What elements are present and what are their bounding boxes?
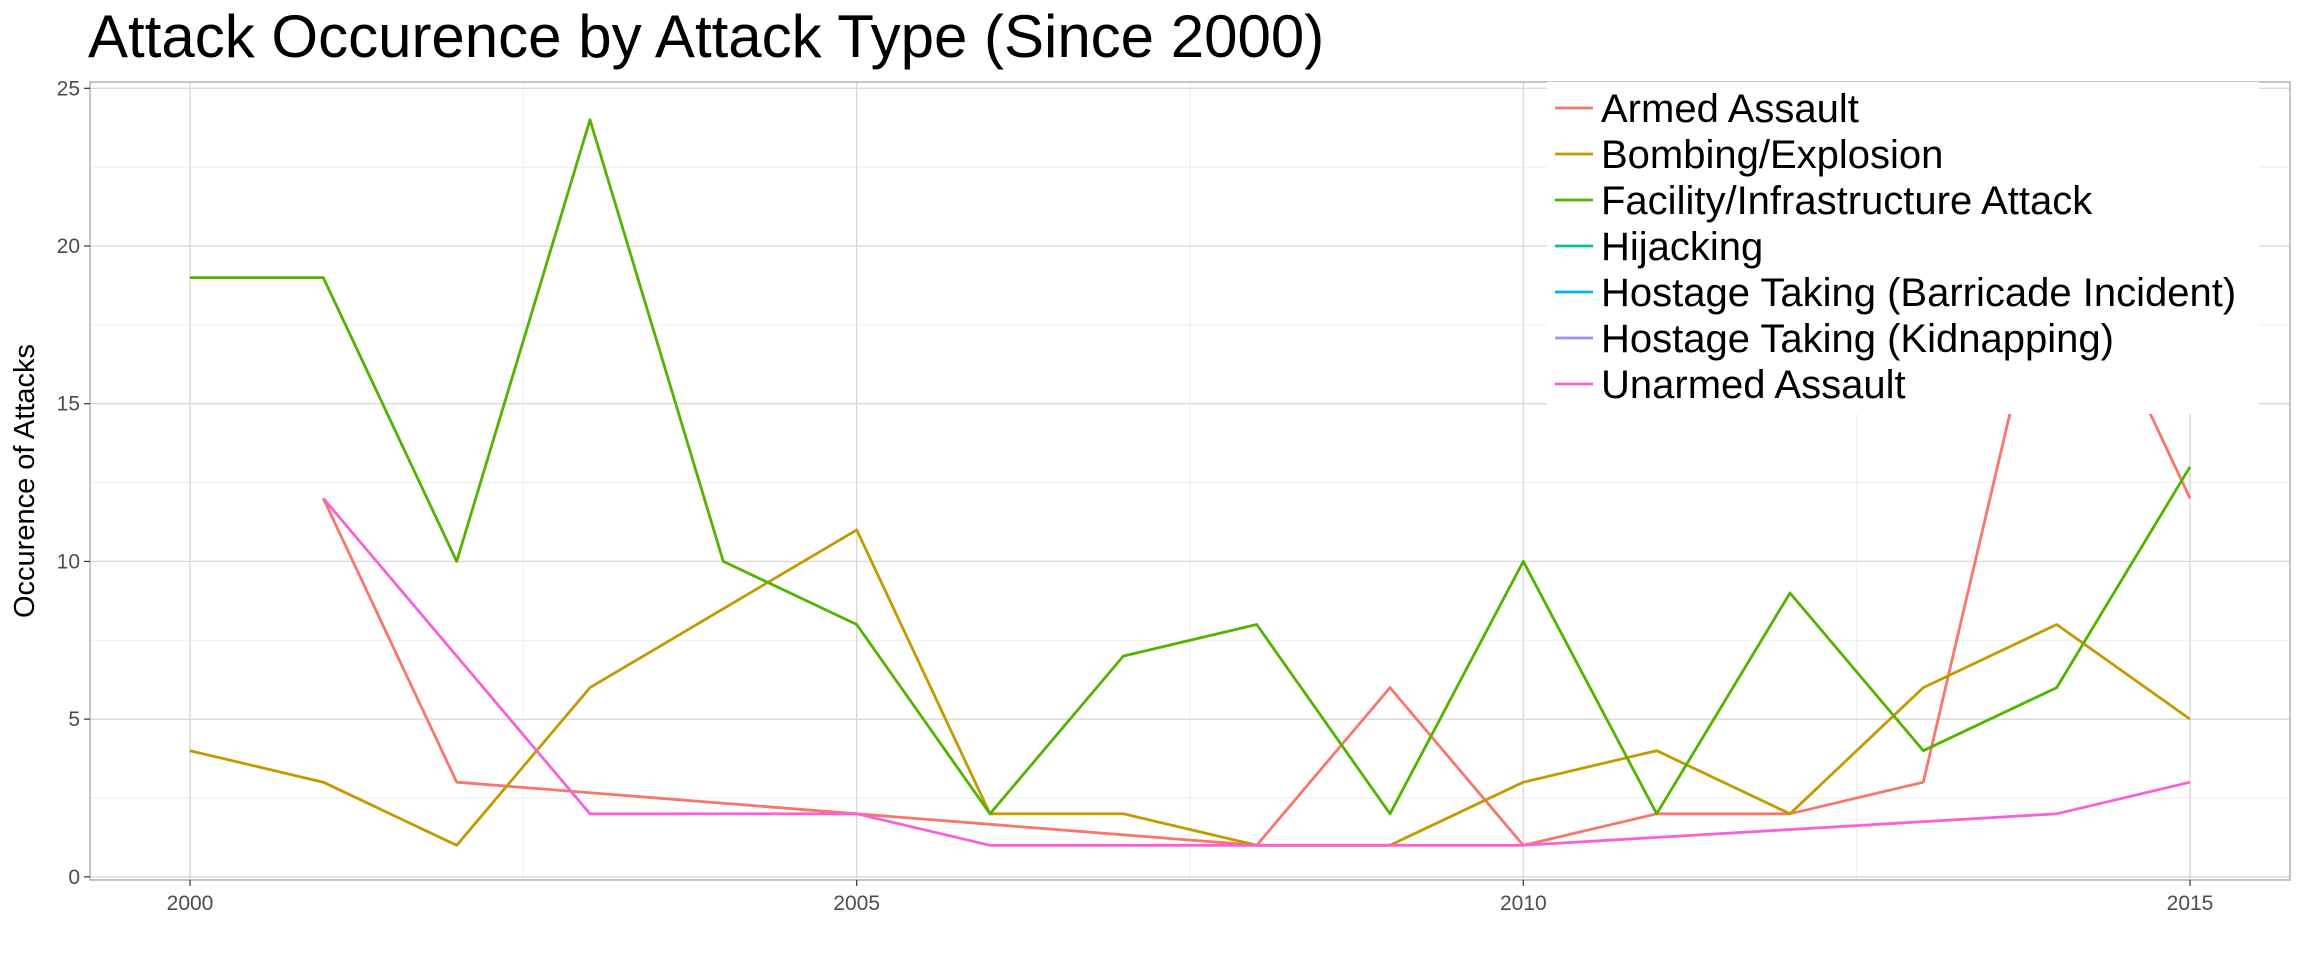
x-tick-label: 2005: [833, 892, 880, 915]
y-tick-label: 5: [68, 708, 80, 731]
y-axis-title: Occurence of Attacks: [9, 344, 41, 618]
legend-label: Facility/Infrastructure Attack: [1601, 179, 2093, 223]
x-tick-label: 2010: [1500, 892, 1547, 915]
legend-label: Hijacking: [1601, 225, 1763, 269]
legend-label: Unarmed Assault: [1601, 363, 1906, 407]
y-tick-label: 0: [68, 866, 80, 889]
legend-label: Armed Assault: [1601, 87, 1859, 131]
plot-border: [89, 81, 2291, 881]
legend-label: Hostage Taking (Kidnapping): [1601, 317, 2114, 361]
y-tick-label: 15: [57, 393, 80, 416]
y-tick-label: 10: [57, 550, 80, 573]
legend-label: Hostage Taking (Barricade Incident): [1601, 271, 2236, 315]
chart-title: Attack Occurence by Attack Type (Since 2…: [88, 3, 1325, 70]
y-tick-label: 25: [57, 77, 80, 100]
legend-label: Bombing/Explosion: [1601, 133, 1943, 177]
y-tick-label: 20: [57, 235, 80, 258]
legend-background: [1547, 82, 2259, 414]
legend: Armed AssaultBombing/ExplosionFacility/I…: [1547, 82, 2259, 414]
x-tick-label: 2000: [167, 892, 214, 915]
x-tick-label: 2015: [2167, 892, 2214, 915]
series-line: [322, 497, 2191, 847]
series-line: [190, 118, 2192, 816]
